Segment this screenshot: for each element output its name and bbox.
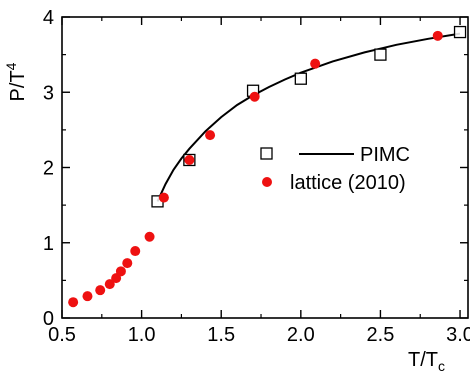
x-tick-label: 1.5 (207, 324, 235, 346)
lattice-point (130, 246, 141, 257)
y-axis-label: P/T4 (3, 62, 29, 101)
lattice-point (205, 130, 216, 141)
lattice-point (68, 297, 79, 308)
pimc-point (453, 25, 467, 39)
y-tick-label: 0 (43, 308, 54, 330)
legend-label-pimc: PIMC (360, 144, 410, 166)
lattice-point (95, 285, 106, 296)
pimc-point (374, 48, 387, 61)
lattice-point (144, 231, 155, 242)
pimc-point (294, 72, 307, 85)
legend-label-lattice: lattice (2010) (290, 172, 406, 194)
tick-group: 0.5 1.0 1.5 2.0 2.5 3.0 0 1 2 3 4 (43, 7, 470, 346)
y-tick-label: 2 (43, 158, 54, 180)
x-tick-label: 0.5 (48, 324, 76, 346)
x-axis-label: T/Tc (408, 349, 445, 374)
lattice-point (184, 154, 195, 165)
lattice-point (122, 258, 133, 269)
lattice-point (82, 291, 93, 302)
x-tick-label: 1.0 (128, 324, 156, 346)
lattice-point (249, 91, 260, 102)
x-tick-label: 3.0 (446, 324, 470, 346)
x-tick-label: 2.0 (287, 324, 315, 346)
legend-square-marker (260, 147, 273, 160)
legend: PIMC lattice (2010) (260, 144, 410, 194)
lattice-point (310, 58, 321, 69)
lattice-point (115, 266, 126, 277)
lattice-point (432, 30, 443, 41)
lattice-point (158, 192, 169, 203)
y-tick-label: 1 (43, 233, 54, 255)
legend-circle-marker (262, 177, 272, 187)
x-tick-label: 2.5 (367, 324, 395, 346)
y-tick-label: 4 (43, 7, 54, 29)
lattice-point (104, 279, 115, 290)
marker-group (68, 25, 467, 308)
y-tick-label: 3 (43, 82, 54, 104)
